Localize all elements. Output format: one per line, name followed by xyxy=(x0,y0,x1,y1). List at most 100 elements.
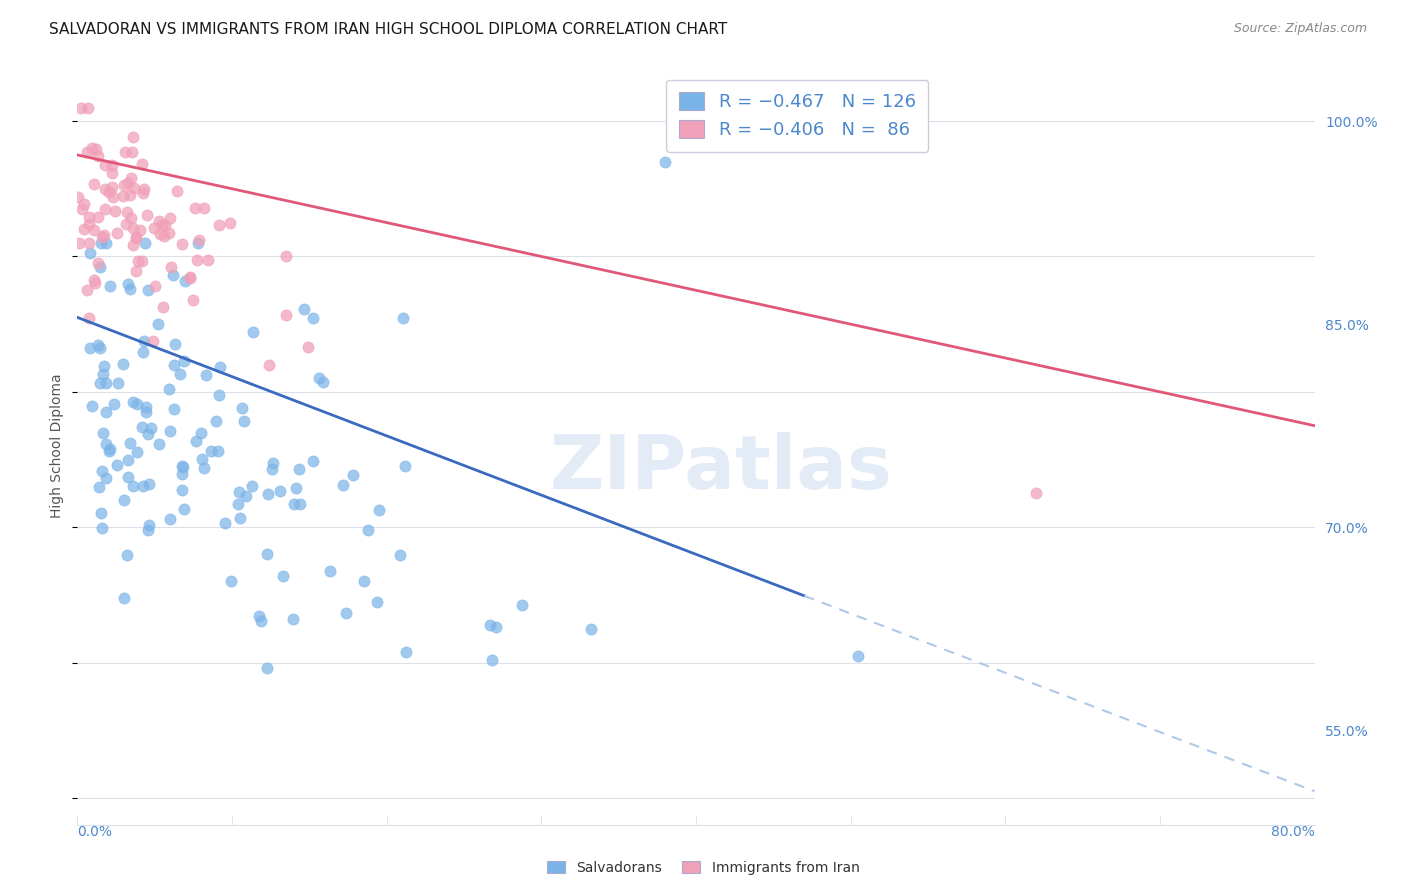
Immigrants from Iran xyxy=(131,254,153,268)
Salvadorans xyxy=(111,357,134,371)
Immigrants from Iran xyxy=(131,156,153,170)
Immigrants from Iran xyxy=(142,334,165,349)
Salvadorans xyxy=(242,479,264,493)
Immigrants from Iran xyxy=(124,229,146,244)
Immigrants from Iran xyxy=(84,276,107,290)
Salvadorans xyxy=(94,376,117,390)
Immigrants from Iran xyxy=(93,158,115,172)
Salvadorans xyxy=(848,648,870,663)
Salvadorans xyxy=(172,459,194,474)
Immigrants from Iran xyxy=(150,218,173,232)
Immigrants from Iran xyxy=(72,197,94,211)
Salvadorans xyxy=(395,644,418,658)
Immigrants from Iran xyxy=(115,204,138,219)
Salvadorans xyxy=(269,483,291,498)
Immigrants from Iran xyxy=(136,208,159,222)
Salvadorans xyxy=(139,421,162,435)
Salvadorans xyxy=(96,405,118,419)
Salvadorans xyxy=(79,246,101,260)
Immigrants from Iran xyxy=(111,189,134,203)
Salvadorans xyxy=(579,622,602,636)
Immigrants from Iran xyxy=(122,181,145,195)
Salvadorans xyxy=(117,548,139,562)
Salvadorans xyxy=(89,260,111,274)
Salvadorans xyxy=(103,397,125,411)
Salvadorans xyxy=(285,481,308,495)
Immigrants from Iran xyxy=(143,221,166,235)
Salvadorans xyxy=(138,517,160,532)
Immigrants from Iran xyxy=(121,220,143,235)
Immigrants from Iran xyxy=(219,216,242,230)
Salvadorans xyxy=(228,511,250,525)
Salvadorans xyxy=(169,367,191,381)
Y-axis label: High School Diploma: High School Diploma xyxy=(51,374,65,518)
Salvadorans xyxy=(357,523,380,537)
Immigrants from Iran xyxy=(132,186,155,200)
Salvadorans xyxy=(105,458,128,472)
Immigrants from Iran xyxy=(125,264,148,278)
Immigrants from Iran xyxy=(86,210,108,224)
Salvadorans xyxy=(94,437,117,451)
Salvadorans xyxy=(132,344,155,359)
Immigrants from Iran xyxy=(152,300,174,314)
Salvadorans xyxy=(90,521,112,535)
Salvadorans xyxy=(80,399,103,413)
Immigrants from Iran xyxy=(276,249,298,263)
Text: SALVADORAN VS IMMIGRANTS FROM IRAN HIGH SCHOOL DIPLOMA CORRELATION CHART: SALVADORAN VS IMMIGRANTS FROM IRAN HIGH … xyxy=(49,22,727,37)
Salvadorans xyxy=(219,574,242,588)
Immigrants from Iran xyxy=(132,182,155,196)
Text: 0.0%: 0.0% xyxy=(77,825,112,839)
Immigrants from Iran xyxy=(83,272,105,286)
Immigrants from Iran xyxy=(73,221,96,235)
Immigrants from Iran xyxy=(1025,486,1047,500)
Immigrants from Iran xyxy=(159,211,181,226)
Immigrants from Iran xyxy=(93,182,115,196)
Salvadorans xyxy=(654,154,676,169)
Immigrants from Iran xyxy=(66,190,89,204)
Salvadorans xyxy=(89,341,111,355)
Salvadorans xyxy=(281,612,304,626)
Salvadorans xyxy=(163,337,186,351)
Immigrants from Iran xyxy=(187,233,209,247)
Salvadorans xyxy=(157,382,180,396)
Salvadorans xyxy=(247,608,270,623)
Salvadorans xyxy=(170,483,193,498)
Salvadorans xyxy=(193,461,215,475)
Salvadorans xyxy=(112,492,135,507)
Salvadorans xyxy=(335,606,357,620)
Salvadorans xyxy=(367,503,389,517)
Salvadorans xyxy=(170,458,193,473)
Immigrants from Iran xyxy=(77,211,100,225)
Salvadorans xyxy=(262,457,284,471)
Salvadorans xyxy=(389,548,412,562)
Salvadorans xyxy=(232,414,254,428)
Salvadorans xyxy=(79,341,101,355)
Immigrants from Iran xyxy=(80,141,103,155)
Text: Source: ZipAtlas.com: Source: ZipAtlas.com xyxy=(1233,22,1367,36)
Salvadorans xyxy=(118,436,141,450)
Salvadorans xyxy=(228,485,250,500)
Immigrants from Iran xyxy=(120,171,142,186)
Salvadorans xyxy=(256,487,278,501)
Salvadorans xyxy=(159,511,181,525)
Salvadorans xyxy=(288,497,311,511)
Salvadorans xyxy=(342,468,364,483)
Immigrants from Iran xyxy=(128,222,150,236)
Salvadorans xyxy=(174,274,197,288)
Salvadorans xyxy=(136,523,159,537)
Immigrants from Iran xyxy=(91,230,114,244)
Salvadorans xyxy=(138,477,160,491)
Immigrants from Iran xyxy=(83,177,105,191)
Salvadorans xyxy=(135,405,157,419)
Salvadorans xyxy=(288,461,311,475)
Immigrants from Iran xyxy=(122,238,145,252)
Salvadorans xyxy=(256,548,278,562)
Immigrants from Iran xyxy=(297,340,319,354)
Immigrants from Iran xyxy=(93,202,115,217)
Immigrants from Iran xyxy=(83,223,105,237)
Salvadorans xyxy=(187,235,209,250)
Salvadorans xyxy=(132,479,155,493)
Immigrants from Iran xyxy=(120,211,142,225)
Immigrants from Iran xyxy=(117,176,139,190)
Salvadorans xyxy=(120,281,142,295)
